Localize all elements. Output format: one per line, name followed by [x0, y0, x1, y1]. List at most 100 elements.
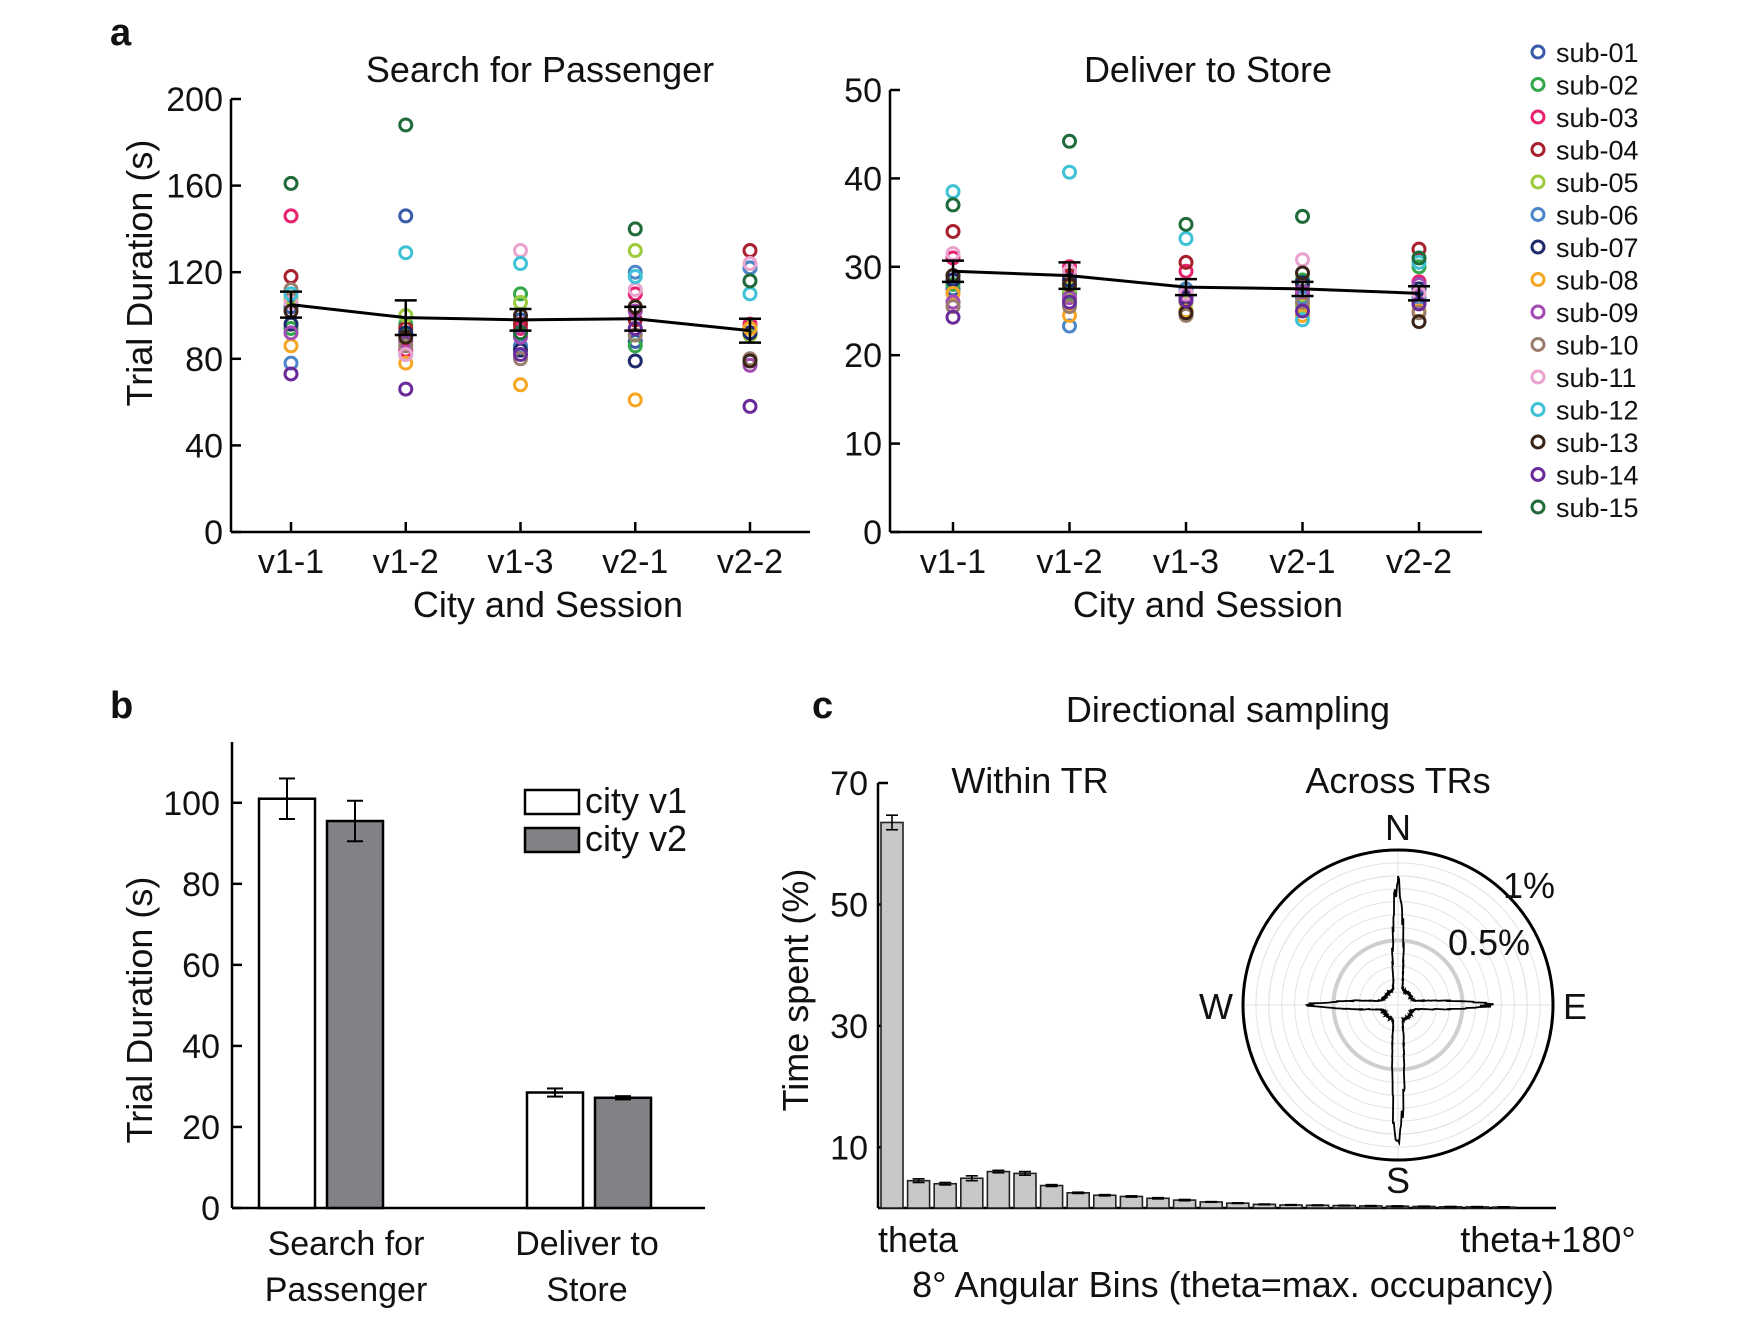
x-tick-label: v2-2 [1386, 543, 1452, 581]
data-point-sub-15 [398, 117, 414, 133]
legend-label-sub-02: sub-02 [1556, 71, 1639, 101]
data-point-sub-10 [398, 338, 414, 354]
chart-trial-duration-by-city: Trial Duration (s) 0 20 40 60 80 100 Search fo… [119, 742, 705, 1309]
data-point-sub-09 [283, 325, 299, 341]
histogram-bar [1146, 1197, 1170, 1209]
y-tick-label: 40 [185, 427, 223, 465]
data-point-sub-14 [283, 366, 299, 382]
legend-label-sub-15: sub-15 [1556, 493, 1639, 523]
histogram-bar [1039, 1184, 1064, 1209]
data-point-sub-15 [1295, 208, 1310, 224]
y-axis-label: Trial Duration (s) [119, 877, 160, 1144]
data-point-sub-07 [627, 353, 643, 369]
data-point-sub-15 [742, 273, 758, 289]
y-tick-label: 100 [163, 785, 220, 823]
x-end-label: theta+180° [1460, 1219, 1636, 1260]
legend-marker-sub-15 [1530, 499, 1546, 515]
y-tick-label: 80 [182, 866, 220, 904]
x-axis-label: City and Session [1073, 584, 1343, 625]
direction-label-n: N [1385, 807, 1411, 848]
polar-occupancy-trace [1305, 875, 1494, 1147]
legend-label-sub-05: sub-05 [1556, 168, 1639, 198]
data-point-sub-01 [398, 208, 414, 224]
y-tick-label: 30 [844, 249, 882, 287]
x-tick-label: v1-1 [258, 543, 324, 581]
panel-letter-c: c [812, 685, 833, 727]
y-tick-label: 20 [182, 1109, 220, 1147]
within-tr-title: Within TR [951, 760, 1108, 801]
direction-label-e: E [1563, 986, 1587, 1027]
legend-label-sub-13: sub-13 [1556, 428, 1639, 458]
x-tick-label: v1-1 [920, 543, 986, 581]
legend-swatch-city-v2 [523, 826, 581, 854]
legend-label-city-v1: city v1 [585, 780, 687, 821]
data-point-sub-12 [1178, 231, 1194, 247]
x-axis-label: City and Session [413, 584, 683, 625]
legend-marker-sub-05 [1530, 174, 1546, 190]
direction-label-w: W [1199, 986, 1233, 1027]
legend-marker-sub-13 [1530, 434, 1546, 450]
ring-label-0-5: 0.5% [1448, 922, 1530, 963]
legend-label-sub-04: sub-04 [1556, 136, 1639, 166]
y-tick-label: 200 [166, 81, 223, 119]
data-point-sub-04 [742, 243, 758, 259]
direction-label-s: S [1386, 1160, 1410, 1201]
data-point-sub-08 [627, 392, 643, 408]
y-axis-label: Trial Duration (s) [119, 140, 160, 407]
data-point-sub-12 [398, 245, 414, 261]
data-point-sub-08 [398, 355, 414, 371]
legend-label-sub-01: sub-01 [1556, 38, 1639, 68]
data-point-sub-08 [283, 338, 299, 354]
legend-label-sub-03: sub-03 [1556, 103, 1639, 133]
histogram-bar [1013, 1172, 1037, 1209]
legend-marker-sub-01 [1530, 44, 1546, 60]
y-tick-label: 50 [830, 886, 868, 924]
legend-marker-sub-14 [1530, 467, 1546, 482]
legend-marker-sub-06 [1530, 207, 1546, 222]
data-point-sub-02 [513, 286, 528, 302]
y-tick-label: 0 [201, 1190, 220, 1228]
data-point-sub-04 [945, 223, 961, 239]
chart-title: Deliver to Store [1084, 49, 1332, 90]
data-point-sub-14 [945, 309, 961, 325]
data-point-sub-04 [283, 269, 299, 285]
histogram-bar [880, 821, 904, 1209]
legend-marker-sub-07 [1530, 239, 1546, 255]
legend-label-sub-11: sub-11 [1556, 363, 1637, 393]
legend-marker-sub-10 [1530, 337, 1546, 352]
across-trs-title: Across TRs [1305, 760, 1490, 801]
histogram-bar [959, 1177, 984, 1209]
legend-marker-sub-09 [1530, 304, 1546, 320]
data-point-sub-04 [1178, 254, 1194, 270]
legend-label-sub-12: sub-12 [1556, 396, 1639, 426]
legend-label-sub-09: sub-09 [1556, 298, 1639, 328]
histogram-bar [1093, 1194, 1117, 1209]
legend-marker-sub-03 [1530, 109, 1546, 125]
x-tick-label: Search for [268, 1225, 425, 1263]
ring-label-1: 1% [1503, 865, 1555, 906]
legend-marker-sub-08 [1530, 272, 1546, 287]
data-point-sub-15 [283, 175, 299, 191]
y-tick-label: 40 [844, 160, 882, 198]
chart-directional-sampling: Directional sampling Within TR Across TR… [775, 689, 1636, 1305]
bar-city-v2 [593, 1096, 653, 1210]
legend-label-sub-06: sub-06 [1556, 201, 1639, 231]
data-point-sub-05 [627, 243, 643, 259]
chart-title: Search for Passenger [366, 49, 714, 90]
bar-city-v1 [257, 797, 317, 1210]
data-point-sub-11 [742, 256, 758, 272]
panel-c-title: Directional sampling [1066, 689, 1390, 730]
panel-letter-b: b [110, 685, 133, 727]
y-tick-label: 20 [844, 337, 882, 375]
data-point-sub-15 [627, 221, 643, 237]
histogram-bar [1066, 1192, 1090, 1209]
data-point-sub-11 [513, 243, 528, 259]
data-point-sub-13 [742, 353, 758, 369]
y-tick-label: 80 [185, 341, 223, 379]
y-tick-label: 50 [844, 72, 882, 110]
panel-letter-a: a [110, 12, 132, 54]
y-tick-label: 30 [830, 1008, 868, 1046]
data-point-sub-14 [742, 398, 758, 414]
data-point-sub-11 [398, 346, 414, 362]
